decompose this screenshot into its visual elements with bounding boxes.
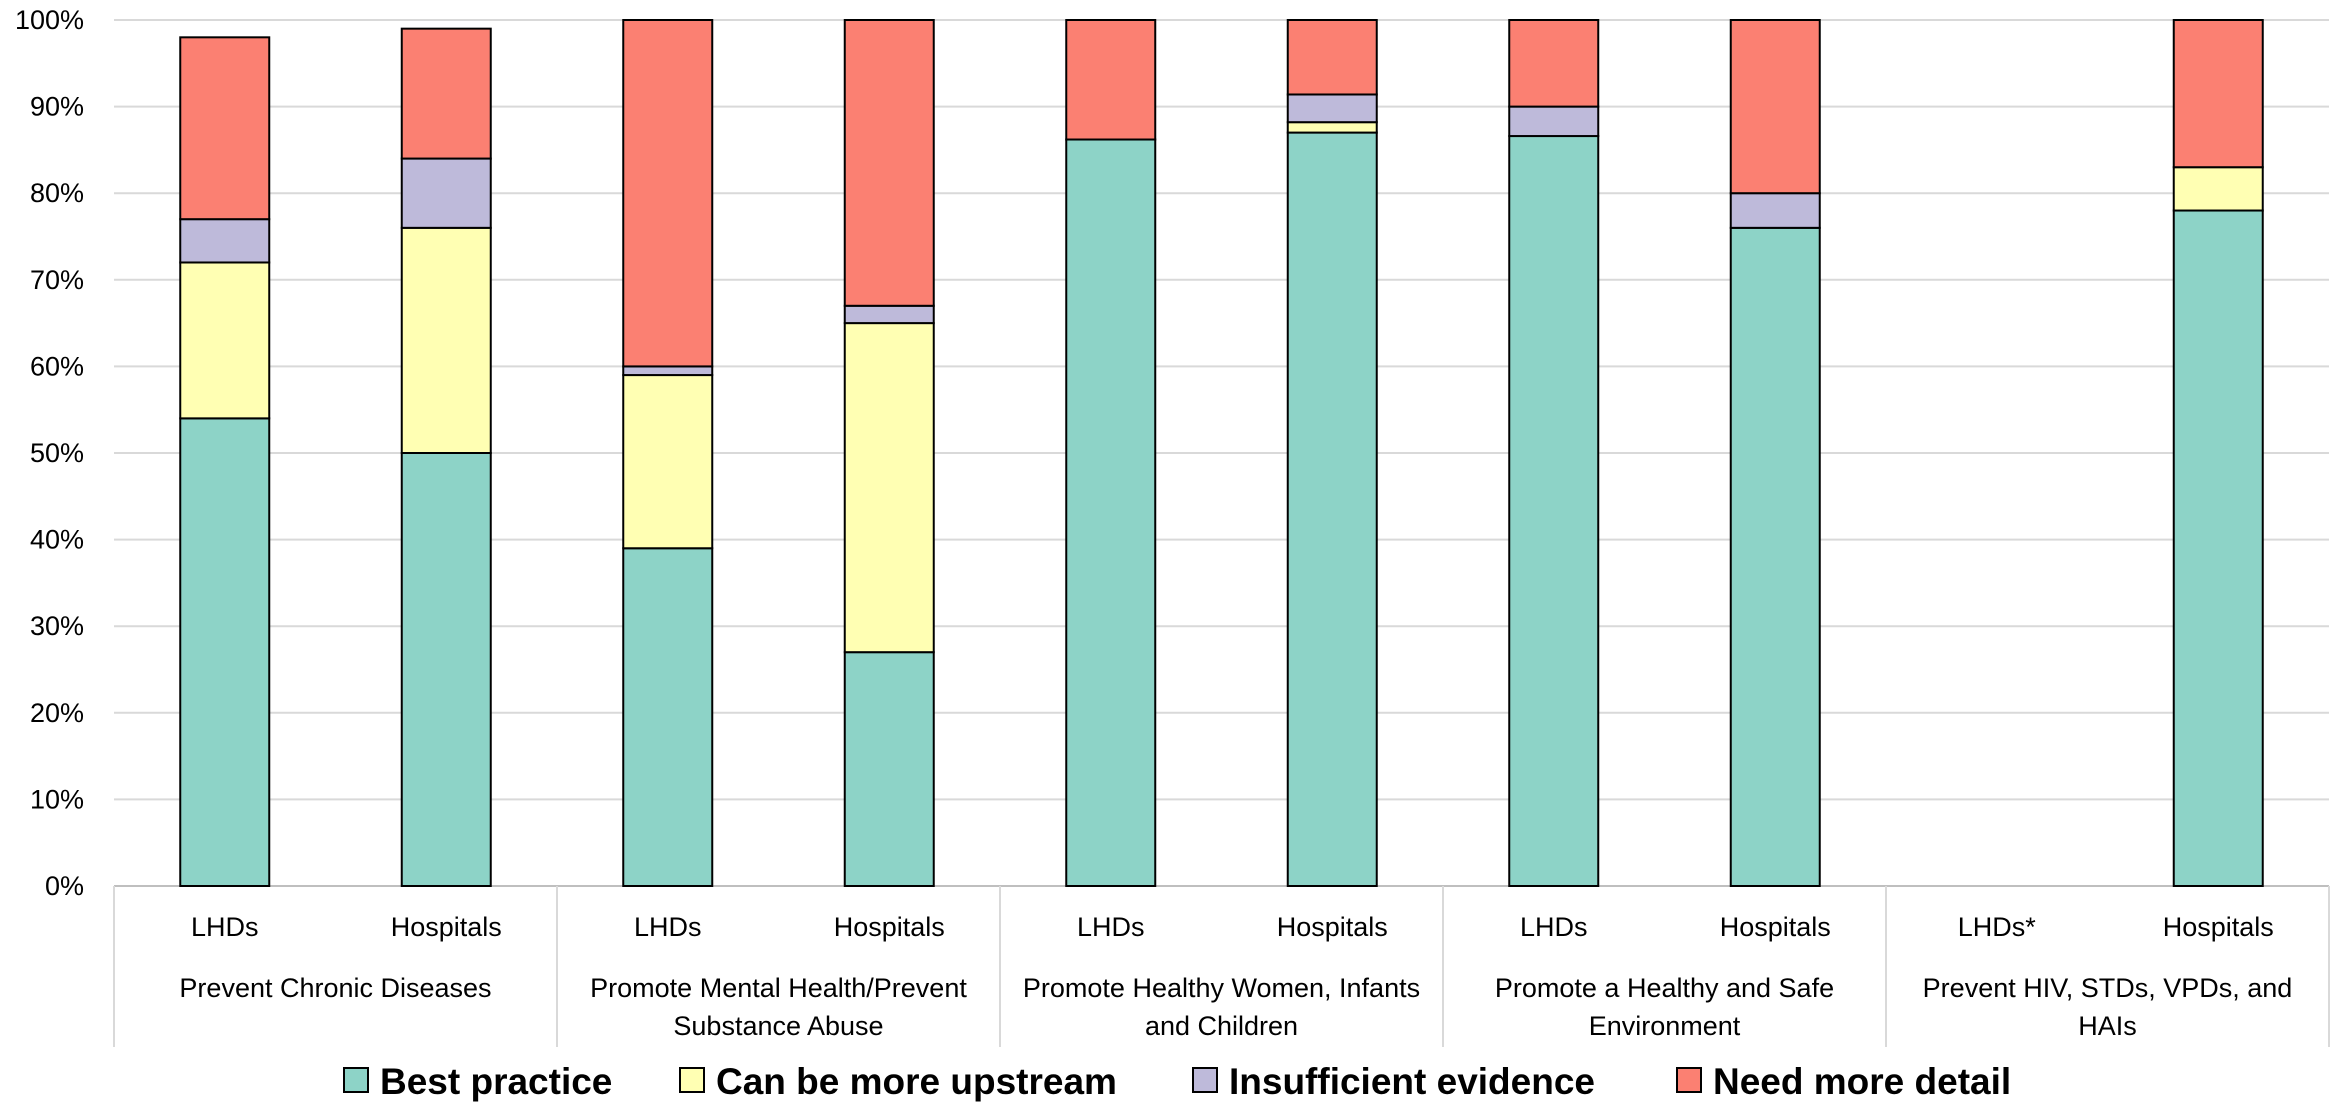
legend-label: Need more detail — [1713, 1061, 2011, 1102]
bar-segment — [179, 218, 271, 264]
legend-swatch — [1676, 1067, 1702, 1093]
bar-segment — [179, 36, 271, 221]
bar-segment — [1286, 93, 1378, 124]
bar-segment — [1286, 131, 1378, 887]
y-tick-label: 20% — [30, 698, 84, 728]
bar-segment — [622, 547, 714, 887]
x-group-label: Promote Healthy Women, Infants and Childr… — [1023, 973, 1420, 1041]
x-tick-label: LHDs — [634, 912, 702, 942]
bar-segment — [1729, 192, 1821, 229]
x-group-label-line: Prevent Chronic Diseases — [179, 973, 491, 1003]
bar-segment — [2172, 19, 2264, 169]
bar-segment — [622, 365, 714, 377]
legend-label: Can be more upstream — [716, 1061, 1117, 1102]
legend-item: Can be more upstream — [679, 1061, 1117, 1102]
bar-segment — [1286, 121, 1378, 134]
x-tick-label: Hospitals — [391, 912, 502, 942]
x-group-label-line: Promote a Healthy and Safe — [1495, 973, 1834, 1003]
bar-segment — [843, 304, 935, 325]
x-group-label-line: Environment — [1589, 1011, 1741, 1041]
bar-segment — [1065, 19, 1157, 141]
legend-item: Best practice — [343, 1061, 612, 1102]
x-group-label-line: Prevent HIV, STDs, VPDs, and — [1923, 973, 2293, 1003]
y-tick-label: 10% — [30, 784, 84, 814]
x-tick-label: LHDs — [191, 912, 259, 942]
x-tick-label: Hospitals — [1277, 912, 1388, 942]
y-tick-label: 90% — [30, 92, 84, 122]
bar-segment — [2172, 209, 2264, 887]
x-group-label-line: Promote Mental Health/Prevent — [590, 973, 967, 1003]
x-group-label-line: and Children — [1145, 1011, 1298, 1041]
bar-segment — [1508, 105, 1600, 138]
x-group-label: Promote a Healthy and Safe Environment — [1495, 973, 1834, 1041]
y-tick-label: 40% — [30, 525, 84, 555]
bar-segment — [1065, 138, 1157, 887]
bars — [179, 19, 2264, 887]
legend-swatch — [343, 1067, 369, 1093]
bar-segment — [400, 452, 492, 887]
bar-segment — [400, 27, 492, 160]
x-tick-label: Hospitals — [1720, 912, 1831, 942]
bar-segment — [843, 651, 935, 887]
x-tick-label: LHDs — [1520, 912, 1588, 942]
bar-segment — [1286, 19, 1378, 96]
x-group-label: Prevent HIV, STDs, VPDs, and HAIs — [1923, 973, 2293, 1041]
bar-segment — [1508, 19, 1600, 108]
bar-segment — [400, 226, 492, 454]
legend: Best practice Can be more upstream Insuffi… — [343, 1061, 2011, 1102]
legend-item: Need more detail — [1676, 1061, 2011, 1102]
x-tick-label: Hospitals — [834, 912, 945, 942]
bar-segment — [622, 374, 714, 550]
bar-segment — [843, 19, 935, 307]
y-tick-label: 80% — [30, 178, 84, 208]
bar-segment — [400, 157, 492, 229]
legend-swatch — [1192, 1067, 1218, 1093]
y-tick-label: 50% — [30, 438, 84, 468]
x-axis: LHDs Hospitals Prevent Chronic Diseases LHD… — [113, 886, 2330, 1047]
x-tick-label: LHDs — [1077, 912, 1145, 942]
y-tick-label: 0% — [45, 871, 84, 901]
bar-segment — [1729, 226, 1821, 887]
x-group-label-line: Promote Healthy Women, Infants — [1023, 973, 1420, 1003]
legend-swatch — [679, 1067, 705, 1093]
x-group-label: Promote Mental Health/Prevent Substance A… — [590, 973, 967, 1041]
legend-label: Best practice — [380, 1061, 612, 1102]
x-group-label-line: HAIs — [2078, 1011, 2137, 1041]
bar-segment — [622, 19, 714, 368]
y-tick-label: 30% — [30, 611, 84, 641]
bar-segment — [2172, 166, 2264, 212]
x-tick-label: Hospitals — [2163, 912, 2274, 942]
legend-item: Insufficient evidence — [1192, 1061, 1595, 1102]
y-tick-label: 100% — [15, 5, 84, 35]
bar-segment — [1508, 135, 1600, 887]
y-tick-label: 60% — [30, 351, 84, 381]
y-tick-label: 70% — [30, 265, 84, 295]
bar-segment — [179, 417, 271, 887]
x-group-label: Prevent Chronic Diseases — [179, 973, 491, 1003]
bar-segment — [179, 261, 271, 420]
legend-label: Insufficient evidence — [1229, 1061, 1595, 1102]
x-tick-label: LHDs* — [1958, 912, 2037, 942]
bar-segment — [1729, 19, 1821, 195]
y-axis: 0% 10% 20% 30% 40% 50% 60% 70% 80% 90% 100% — [15, 5, 84, 901]
bar-segment — [843, 322, 935, 654]
x-group-label-line: Substance Abuse — [673, 1011, 883, 1041]
